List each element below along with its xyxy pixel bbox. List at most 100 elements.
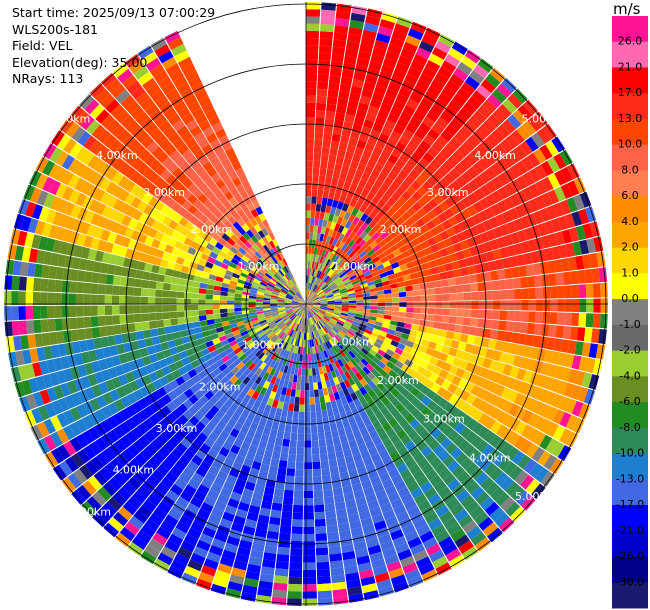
range-gate xyxy=(578,208,590,225)
range-gate xyxy=(273,361,280,370)
range-gate xyxy=(431,328,441,336)
range-gate xyxy=(490,270,499,281)
range-gate xyxy=(317,240,323,249)
range-gate xyxy=(99,262,109,274)
range-gate xyxy=(328,281,335,287)
range-gate xyxy=(233,230,243,239)
range-gate xyxy=(353,116,365,126)
range-gate xyxy=(233,438,244,448)
range-gate xyxy=(140,524,156,538)
range-gate xyxy=(339,171,348,181)
range-gate xyxy=(337,98,349,107)
radar-ray xyxy=(164,30,306,304)
range-gate xyxy=(462,248,472,259)
range-gate xyxy=(287,381,293,389)
range-gate xyxy=(373,162,384,173)
range-gate xyxy=(224,542,239,554)
range-gate xyxy=(353,285,362,290)
range-gate xyxy=(221,174,232,185)
range-gate xyxy=(363,355,372,364)
range-gate xyxy=(143,418,155,430)
range-gate xyxy=(219,394,229,404)
range-gate xyxy=(306,298,311,304)
range-gate xyxy=(250,344,258,352)
range-gate xyxy=(39,360,50,375)
range-gate xyxy=(347,330,355,337)
range-gate xyxy=(385,402,395,412)
range-gate xyxy=(41,332,51,347)
range-gate xyxy=(490,486,505,502)
range-gate xyxy=(135,330,145,341)
range-gate xyxy=(269,267,277,274)
range-gate xyxy=(114,334,124,345)
range-gate xyxy=(396,511,410,523)
range-gate xyxy=(494,512,510,527)
range-gate xyxy=(188,171,200,183)
radar-rays xyxy=(4,2,608,606)
range-gate xyxy=(312,254,317,262)
radar-ray xyxy=(210,304,306,595)
range-gate xyxy=(302,318,305,326)
range-gate xyxy=(362,332,371,339)
range-gate xyxy=(341,310,349,315)
range-gate xyxy=(327,161,335,171)
range-gate xyxy=(339,271,347,279)
range-gate xyxy=(313,301,321,304)
range-gate xyxy=(341,301,350,304)
range-gate xyxy=(228,261,237,269)
range-gate xyxy=(200,224,210,234)
range-gate xyxy=(309,268,312,276)
range-gate xyxy=(311,361,316,369)
range-gate xyxy=(306,297,310,304)
range-gate xyxy=(415,391,426,402)
range-gate xyxy=(137,485,151,499)
range-gate xyxy=(333,391,341,401)
range-gate xyxy=(278,460,288,469)
range-gate xyxy=(367,280,376,287)
range-gate xyxy=(187,183,199,194)
range-gate xyxy=(326,169,334,178)
range-gate xyxy=(56,370,67,384)
range-gate xyxy=(294,396,300,405)
range-gate xyxy=(307,339,310,348)
range-gate xyxy=(93,337,103,350)
range-gate xyxy=(239,189,249,200)
radar-ray xyxy=(7,244,306,304)
radar-ray xyxy=(287,304,306,606)
range-gate xyxy=(82,480,97,496)
range-gate xyxy=(306,300,313,304)
range-gate xyxy=(489,329,499,340)
range-gate xyxy=(34,263,43,278)
range-gate xyxy=(323,257,329,266)
range-gate xyxy=(300,310,304,318)
colorbar-swatch xyxy=(612,247,648,274)
range-gate xyxy=(299,291,303,298)
range-gate xyxy=(141,279,150,289)
range-gate xyxy=(316,554,329,563)
range-gate xyxy=(380,540,395,552)
radar-ray xyxy=(306,206,597,304)
range-gate xyxy=(341,128,352,137)
range-gate xyxy=(433,182,445,194)
range-gate xyxy=(369,252,378,260)
range-gate xyxy=(166,424,179,436)
range-gate xyxy=(416,524,431,537)
range-gate xyxy=(539,434,553,450)
range-gate xyxy=(243,435,254,445)
range-gate xyxy=(164,326,173,335)
range-gate xyxy=(301,298,306,304)
range-gate xyxy=(205,294,213,300)
range-gate xyxy=(345,229,353,238)
range-gate xyxy=(380,276,389,283)
range-gate xyxy=(388,567,404,579)
range-gate xyxy=(165,471,178,484)
range-gate xyxy=(322,317,329,323)
radar-ray xyxy=(61,304,306,494)
range-gate xyxy=(376,313,385,319)
range-gate xyxy=(274,437,283,446)
range-gate xyxy=(188,415,200,427)
range-gate xyxy=(306,311,308,319)
range-gate xyxy=(249,312,257,316)
range-gate xyxy=(229,402,239,412)
range-gate xyxy=(296,309,302,316)
